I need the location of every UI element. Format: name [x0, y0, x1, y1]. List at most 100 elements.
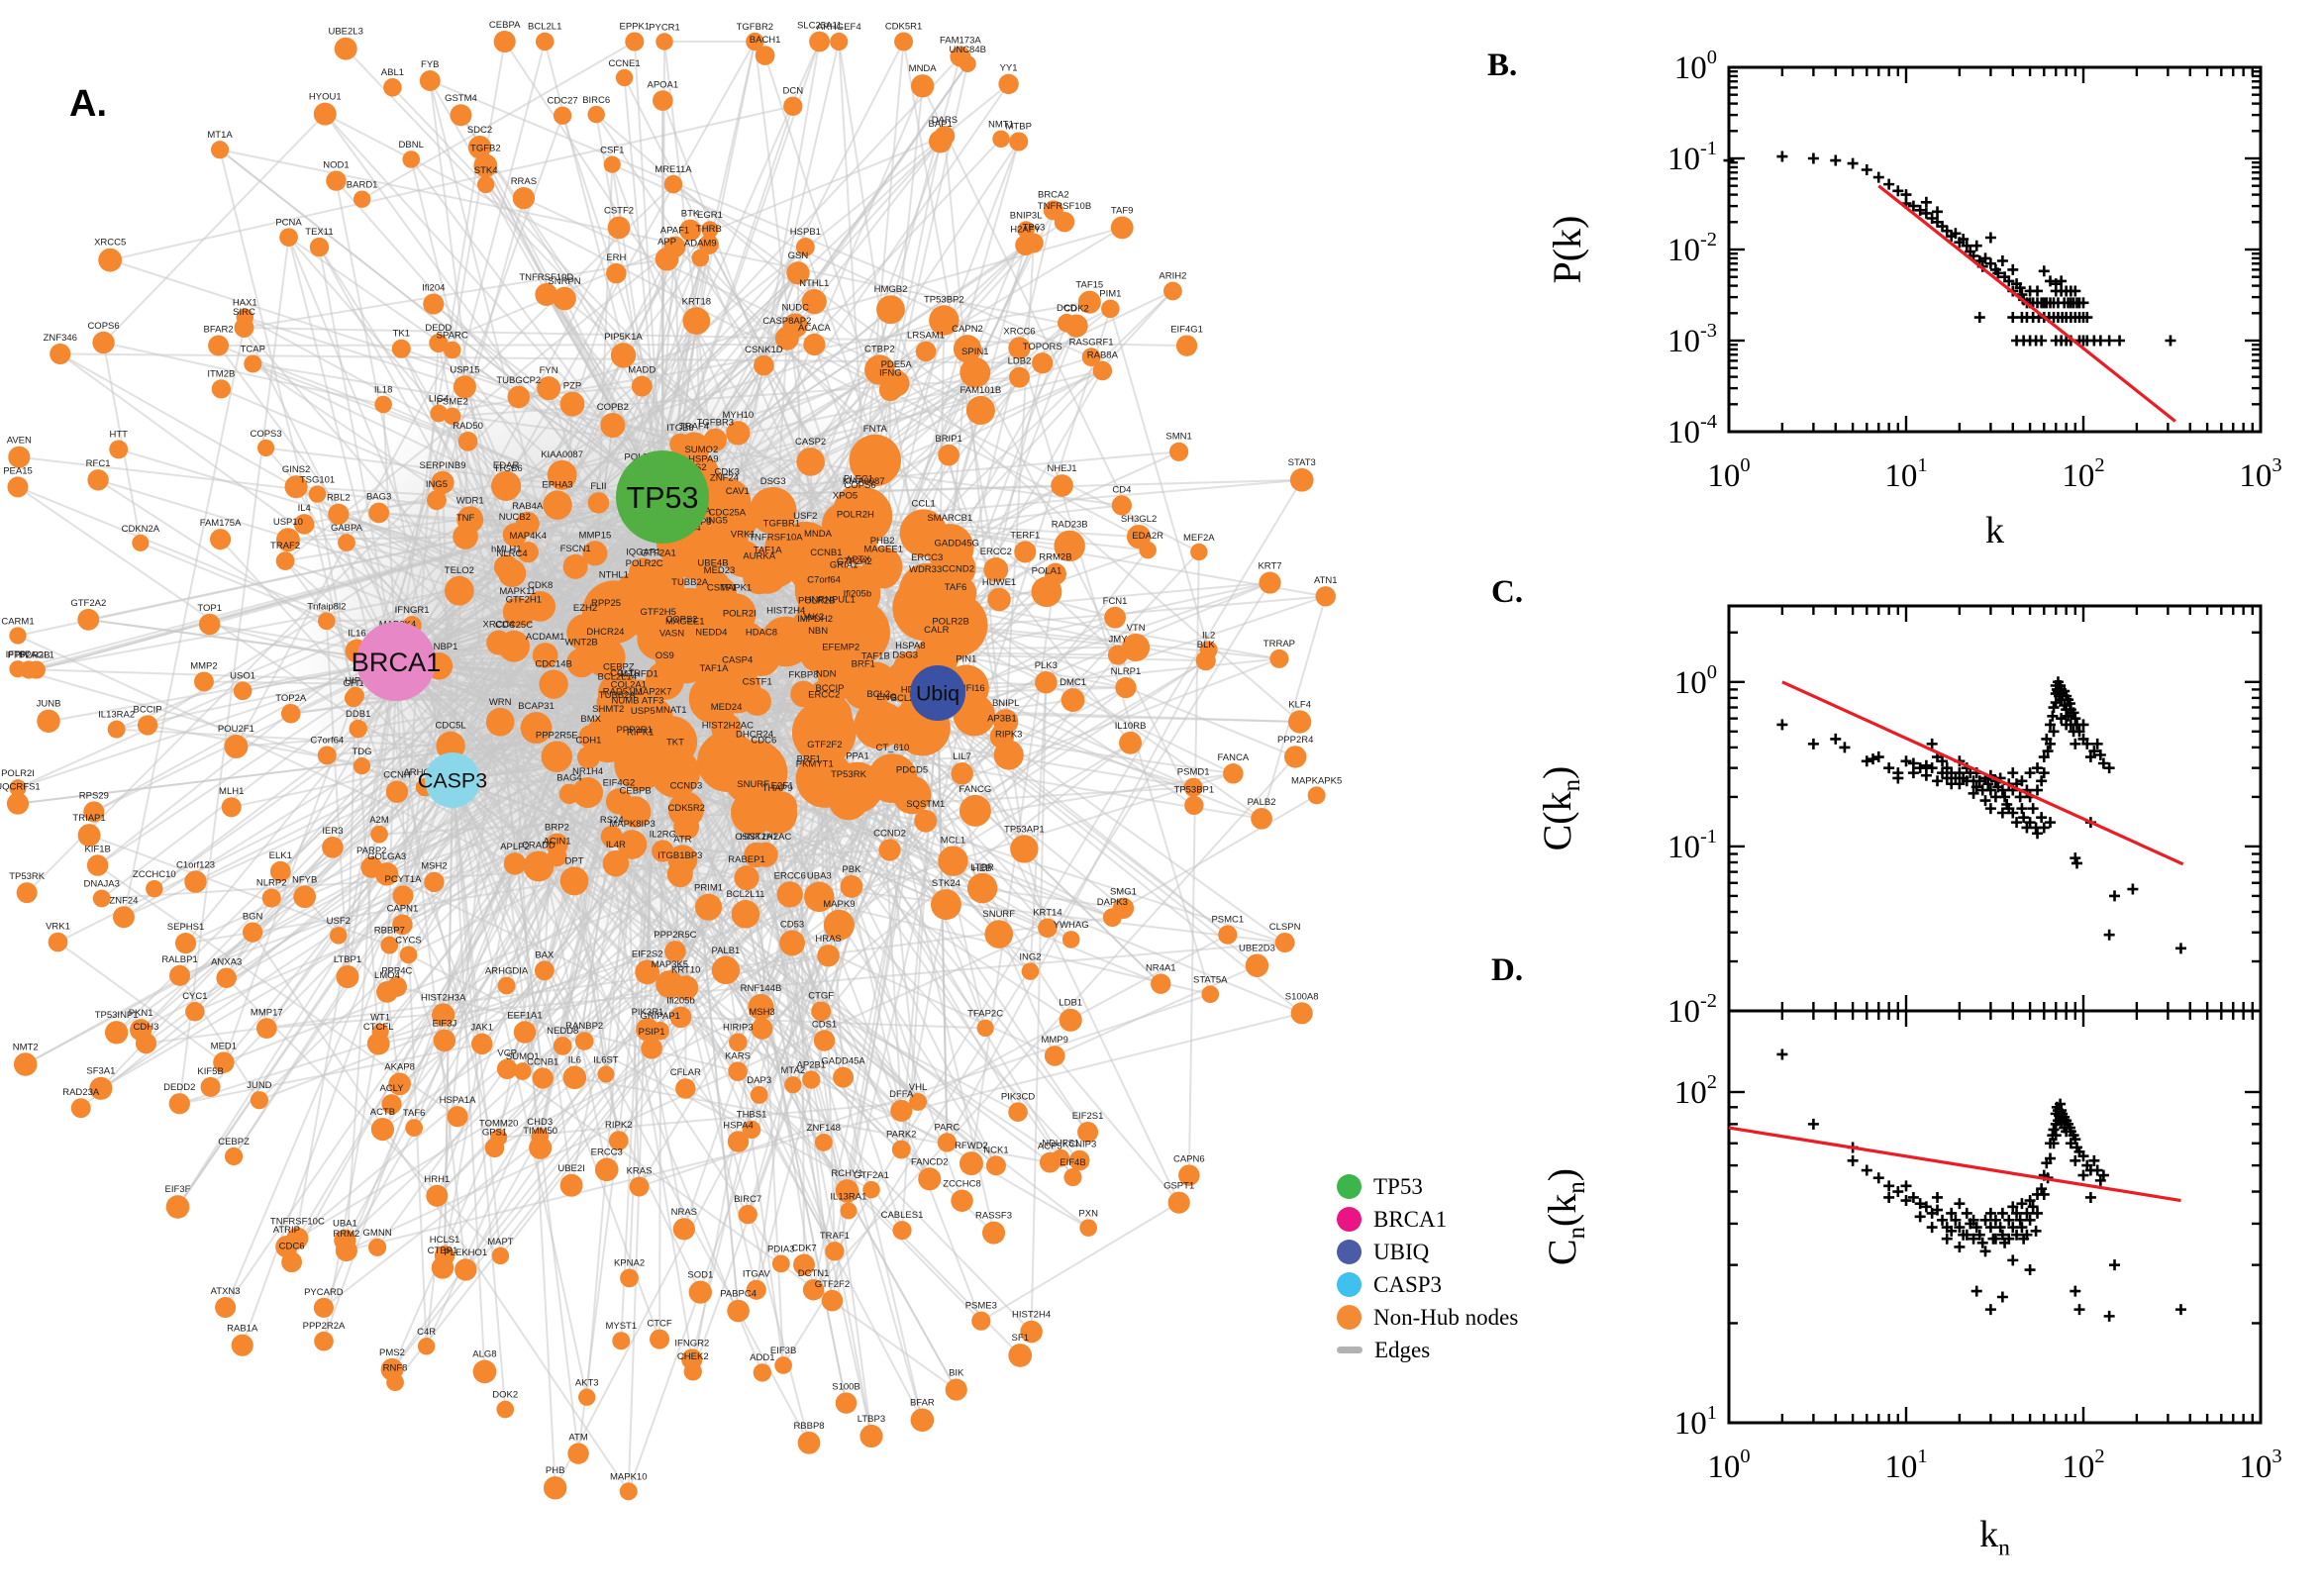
- nonhub-dot-icon: [1337, 1305, 1362, 1330]
- edge: [950, 644, 1195, 807]
- network-node: [496, 1058, 518, 1080]
- edge: [219, 149, 663, 498]
- edge: [815, 595, 1326, 641]
- tick-label: 102: [2062, 454, 2104, 494]
- edge: [287, 237, 397, 662]
- edge: [684, 1087, 872, 1191]
- network-node: [830, 32, 849, 51]
- tick-label: 101: [1884, 1446, 1927, 1485]
- network-node: [1077, 1121, 1099, 1143]
- network-node: [457, 432, 478, 451]
- edge: [429, 79, 1092, 358]
- network-node: [574, 1032, 594, 1050]
- edge: [122, 327, 246, 918]
- network-node: [793, 1253, 815, 1276]
- protein-interaction-network: TP53RKKIAA0087THAP9CDC14BSNURFDSG3NTHL1C…: [0, 20, 1342, 1501]
- data-point: [2036, 335, 2048, 347]
- network-node: [385, 780, 409, 803]
- data-point: [1996, 1291, 2008, 1303]
- edge: [1054, 1054, 1180, 1204]
- network-node: [971, 1311, 991, 1331]
- network-node: [77, 824, 101, 848]
- network-node: [92, 889, 111, 908]
- tick-label: 101: [1674, 1402, 1717, 1442]
- data-point: [2024, 1264, 2036, 1276]
- edge: [659, 742, 1132, 1033]
- network-node: [231, 1334, 253, 1356]
- network-node: [625, 32, 645, 51]
- data-point: [2109, 890, 2121, 902]
- network-node: [471, 1033, 493, 1055]
- network-node: [221, 797, 242, 818]
- edge: [115, 496, 663, 1034]
- edge: [902, 41, 997, 570]
- data-point: [1776, 150, 1788, 162]
- network-node: [529, 1136, 553, 1159]
- edge: [513, 535, 620, 1142]
- edge: [466, 441, 514, 574]
- edge: [153, 368, 880, 890]
- plot-panel-d: 100 101 102 103 102 101 kn Cn(kn): [1540, 1009, 2282, 1560]
- data-point: [1807, 1118, 1819, 1130]
- network-node: [1183, 777, 1203, 797]
- network-node: [89, 1076, 113, 1100]
- tick-label: 100: [1707, 1446, 1750, 1485]
- data-point: [2073, 1304, 2085, 1316]
- edge: [354, 695, 483, 1045]
- data-point: [2070, 852, 2081, 864]
- edge: [1018, 348, 1212, 995]
- network-node: [909, 1092, 927, 1111]
- data-point: [2032, 828, 2044, 840]
- tick-label: 103: [2239, 1446, 2281, 1485]
- data-point: [1776, 1048, 1788, 1060]
- edge: [452, 779, 486, 1372]
- tick-label: 10-1: [1667, 138, 1717, 177]
- network-node: [293, 885, 317, 909]
- edge: [147, 724, 454, 781]
- edge: [452, 385, 644, 781]
- data-point: [1973, 312, 1985, 324]
- data-point: [1861, 1164, 1872, 1176]
- network-node: [447, 1106, 468, 1128]
- network-node: [334, 37, 357, 60]
- network-node: [525, 591, 556, 622]
- network-node: [619, 1482, 638, 1501]
- edge: [725, 135, 946, 729]
- legend-label: UBIQ: [1373, 1239, 1430, 1264]
- network-node: [1054, 530, 1085, 562]
- edge: [966, 348, 1195, 806]
- data-point: [2007, 263, 2019, 275]
- network-node: [498, 630, 531, 662]
- data-point: [2103, 335, 2115, 347]
- data-point: [2109, 1259, 2121, 1271]
- network-node: [576, 746, 600, 769]
- edge: [146, 916, 1113, 1045]
- axis-title: k: [1985, 510, 2004, 551]
- network-node: [200, 1076, 221, 1097]
- panel-label-a: A.: [69, 83, 107, 125]
- network-node: [796, 448, 825, 476]
- edge: [103, 342, 384, 406]
- network-node: [786, 261, 810, 285]
- edge: [451, 349, 510, 485]
- network-node: [1101, 299, 1120, 319]
- data-point: [1926, 762, 1938, 774]
- network-node: [802, 1278, 825, 1301]
- data-point: [1914, 1211, 1926, 1223]
- tp53-dot-icon: [1337, 1174, 1362, 1199]
- network-node: [13, 1052, 38, 1076]
- network-node: [918, 1167, 942, 1191]
- data-point: [1900, 755, 1912, 767]
- edge: [424, 496, 663, 788]
- data-point: [1920, 759, 1932, 771]
- network-node: [313, 102, 337, 126]
- edge: [244, 326, 1187, 348]
- tick-label: 10-4: [1667, 411, 1717, 450]
- data-point: [1979, 795, 1991, 807]
- network-node: [165, 1195, 190, 1219]
- data-point: [2007, 767, 2019, 779]
- network-node: [1058, 313, 1076, 333]
- edge: [995, 568, 1132, 744]
- network-node: [938, 846, 968, 876]
- network-node: [1063, 1168, 1082, 1187]
